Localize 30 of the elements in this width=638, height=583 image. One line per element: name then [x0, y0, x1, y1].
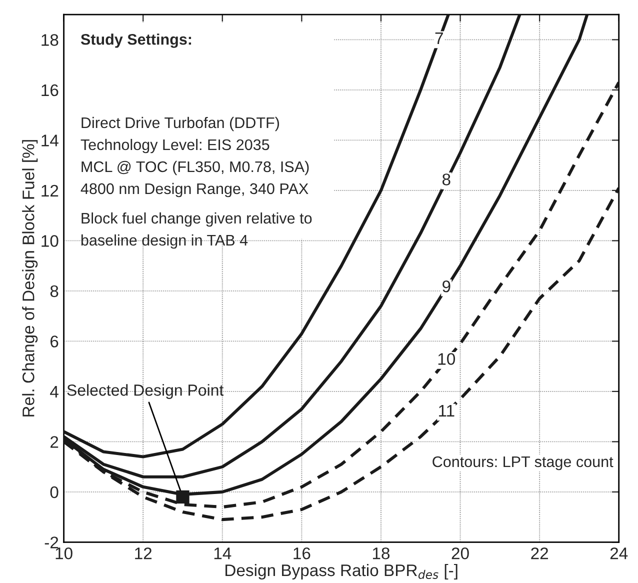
y-tick-label: -2 [44, 536, 58, 548]
series-label: 9 [442, 280, 450, 292]
series-label: 7 [435, 32, 443, 44]
x-tick-label: 18 [372, 547, 390, 560]
y-tick-label: 10 [42, 235, 58, 247]
x-tick-label: 14 [214, 548, 232, 560]
series-label: 11 [439, 405, 454, 416]
y-tick-label: 4 [50, 386, 58, 398]
y-tick-label: 18 [42, 34, 58, 46]
annotation: Study Settings: [80, 34, 192, 48]
series-label: 10 [438, 353, 456, 365]
y-tick-label: 0 [50, 486, 58, 498]
annotation: Selected Design Point [67, 384, 224, 399]
x-tick-label: 20 [452, 547, 469, 560]
x-tick-label: 24 [610, 547, 628, 560]
annotation: Block fuel change given relative to baseline design in TAB 4 [81, 212, 312, 249]
y-axis-title: Rel. Change of Design Block Fuel [%] [22, 140, 38, 416]
y-tick-label: 12 [42, 184, 58, 196]
annotation: Contours: LPT stage count [432, 456, 614, 470]
annotation: Direct Drive Turbofan (DDTF) Technology Level: EIS 2035 MCL @ TOC (FL350, M0.78, ISA) 4800 nm Design Range, 340 PAX [80, 116, 309, 198]
x-tick-label: 16 [294, 547, 310, 560]
y-tick-label: 16 [42, 84, 58, 96]
x-tick-label: 22 [531, 547, 548, 560]
x-axis-title: Design Bypass Ratio BPR$_{des}$ [-] [226, 564, 458, 580]
x-tick-label: 12 [135, 547, 152, 560]
y-tick-label: 8 [50, 285, 58, 298]
y-tick-label: 2 [50, 436, 58, 448]
y-tick-label: 6 [50, 336, 58, 348]
y-tick-label: 14 [42, 134, 58, 146]
series-label: 8 [442, 174, 450, 186]
